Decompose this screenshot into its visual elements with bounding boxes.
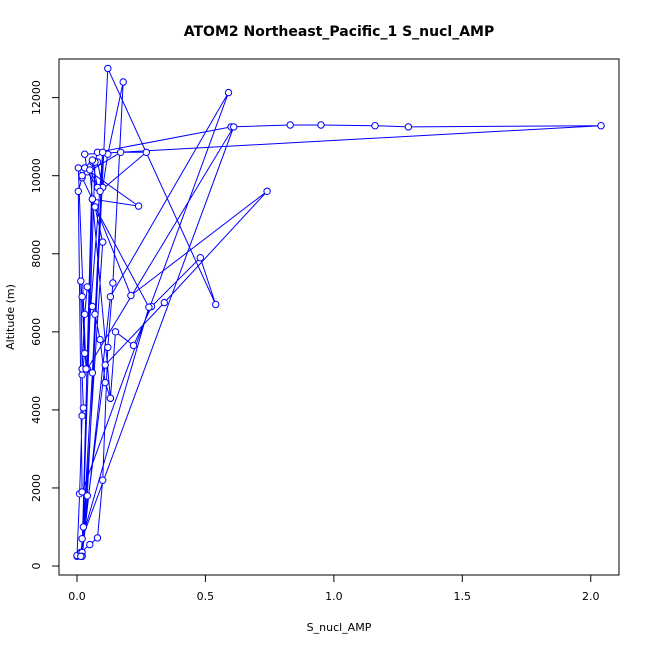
x-axis: 0.0 0.5 1.0 1.5 2.0 xyxy=(68,574,600,603)
data-point xyxy=(82,365,90,373)
data-point xyxy=(104,64,112,73)
data-point xyxy=(77,277,85,285)
data-point xyxy=(79,404,88,412)
data-point xyxy=(597,122,605,130)
data-point xyxy=(91,310,99,318)
data-point xyxy=(77,552,85,560)
data-point xyxy=(83,492,92,500)
data-point xyxy=(101,378,109,387)
data-point xyxy=(74,164,83,172)
y-axis-label: Altitude (m) xyxy=(4,284,17,350)
data-point xyxy=(106,293,115,301)
data-point xyxy=(127,291,135,300)
data-point xyxy=(93,534,102,542)
y-tick-label: 4000 xyxy=(30,396,43,424)
data-point xyxy=(212,300,220,309)
x-tick-label: 1.0 xyxy=(325,590,343,603)
data-point xyxy=(88,156,97,164)
data-point xyxy=(78,535,86,543)
data-point xyxy=(106,394,115,402)
data-point xyxy=(79,523,88,531)
series-line xyxy=(76,68,602,558)
data-point xyxy=(145,303,153,311)
x-tick-label: 0.0 xyxy=(68,590,86,603)
data-point xyxy=(78,293,86,301)
y-tick-label: 6000 xyxy=(30,318,43,346)
data-point xyxy=(196,254,205,262)
data-point xyxy=(81,310,89,318)
data-point xyxy=(96,335,104,344)
data-point xyxy=(111,328,120,336)
data-point xyxy=(404,123,413,131)
data-point xyxy=(99,238,107,246)
data-point xyxy=(317,121,325,129)
data-point xyxy=(78,412,86,420)
data-point xyxy=(129,341,138,350)
data-point xyxy=(88,195,97,203)
data-point xyxy=(78,172,86,180)
data-point xyxy=(263,187,271,196)
x-tick-label: 2.0 xyxy=(582,590,600,603)
data-point xyxy=(224,88,233,97)
data-point xyxy=(142,148,151,157)
data-point xyxy=(96,187,104,196)
data-point xyxy=(81,150,89,158)
data-point xyxy=(99,476,107,484)
series-layer xyxy=(73,64,605,560)
x-axis-label: S_nucl_AMP xyxy=(307,621,372,634)
data-point xyxy=(371,122,379,130)
data-point xyxy=(74,187,83,196)
data-point xyxy=(88,369,97,377)
chart-title: ATOM2 Northeast_Pacific_1 S_nucl_AMP xyxy=(184,24,494,40)
data-point xyxy=(109,279,117,287)
data-point xyxy=(86,166,94,174)
data-point xyxy=(230,123,238,131)
y-tick-label: 2000 xyxy=(30,474,43,502)
data-point xyxy=(101,361,109,369)
data-point xyxy=(88,302,97,311)
data-point xyxy=(104,343,112,352)
x-tick-label: 1.5 xyxy=(454,590,472,603)
data-point xyxy=(134,202,143,210)
data-point xyxy=(81,349,89,357)
data-point xyxy=(99,148,107,157)
data-point xyxy=(117,148,125,157)
data-point xyxy=(78,488,86,496)
data-point xyxy=(91,203,99,211)
y-tick-label: 10000 xyxy=(30,158,43,193)
data-point xyxy=(286,121,294,129)
y-tick-label: 12000 xyxy=(30,80,43,115)
y-tick-label: 0 xyxy=(30,563,43,570)
plot-area-frame xyxy=(58,58,620,576)
y-tick-label: 8000 xyxy=(30,240,43,268)
x-tick-label: 0.5 xyxy=(197,590,215,603)
data-point xyxy=(86,540,94,549)
data-point xyxy=(160,298,169,307)
y-axis: 0 2000 4000 6000 8000 10000 12000 xyxy=(30,80,60,570)
data-point xyxy=(83,283,92,291)
data-point xyxy=(119,78,127,86)
